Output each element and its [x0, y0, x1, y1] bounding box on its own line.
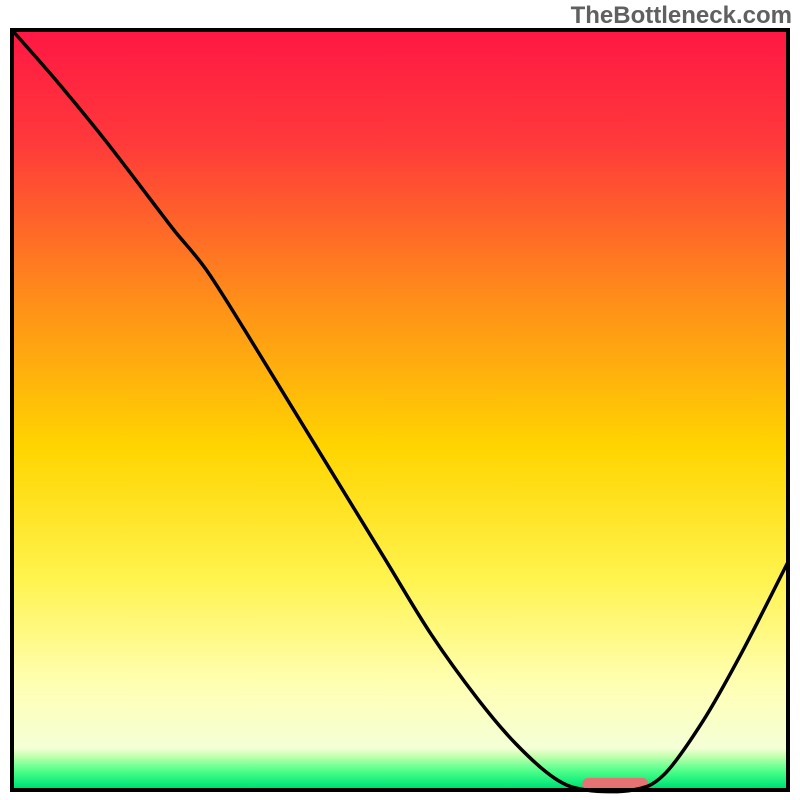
- watermark-text: TheBottleneck.com: [571, 2, 792, 30]
- plot-background: [12, 30, 788, 790]
- bottleneck-chart: TheBottleneck.com: [0, 0, 800, 800]
- chart-svg: [0, 0, 800, 800]
